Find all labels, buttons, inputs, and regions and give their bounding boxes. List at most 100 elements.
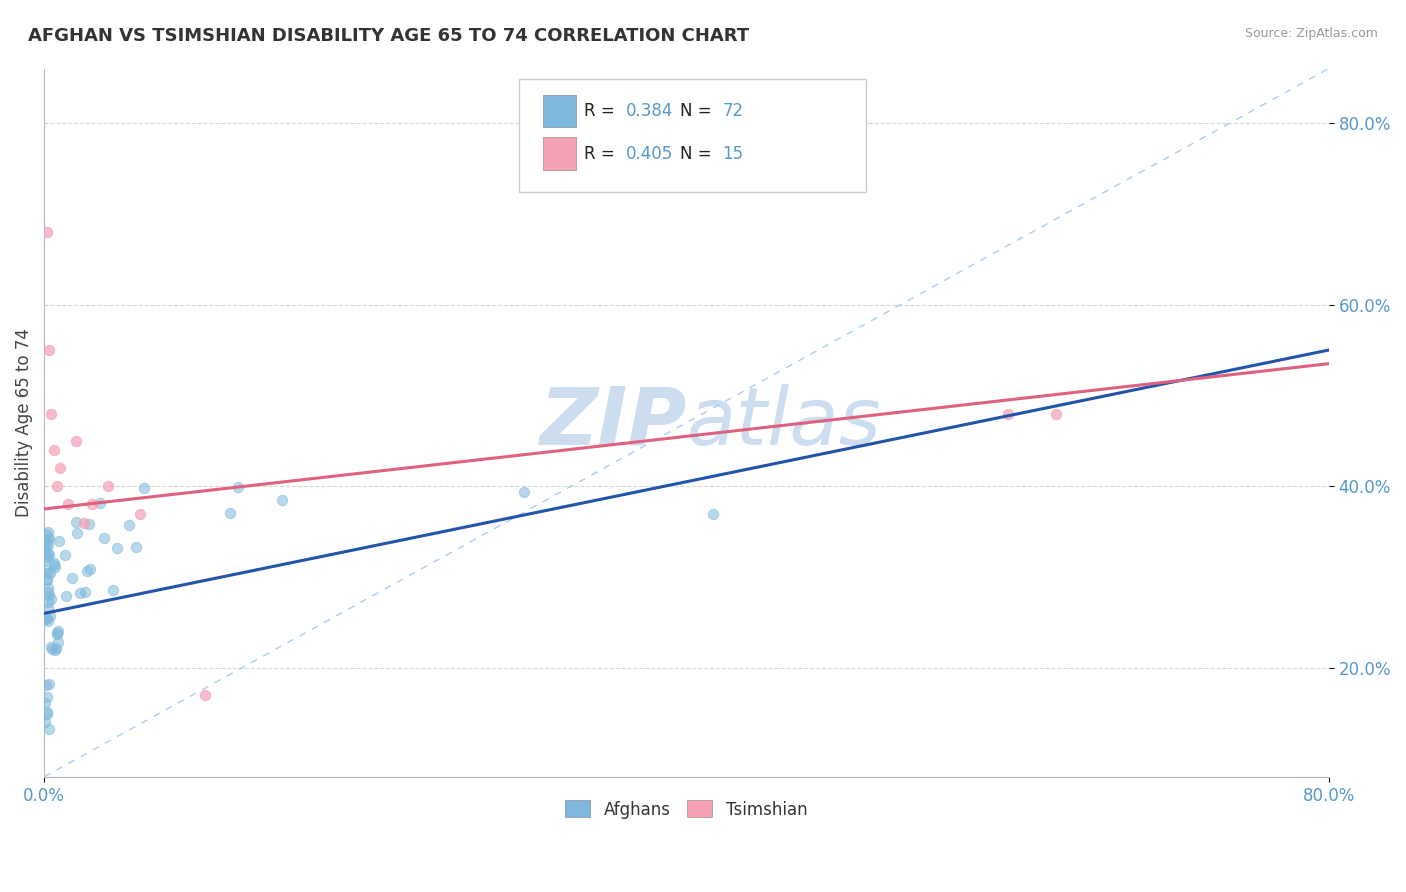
Point: [44, 558, 66, 573]
Point: [37, 525, 59, 540]
Point: [34, 539, 56, 553]
Point: [32, 533, 55, 547]
Point: [35, 563, 58, 577]
Text: 72: 72: [723, 102, 744, 120]
FancyBboxPatch shape: [543, 137, 576, 169]
Point: [35, 535, 58, 549]
Point: [39, 640, 62, 654]
Text: atlas: atlas: [686, 384, 882, 462]
Point: [37, 538, 59, 552]
Text: N =: N =: [681, 145, 717, 162]
Point: [46, 626, 69, 640]
Point: [37, 690, 59, 704]
Point: [37, 532, 59, 546]
Point: [39, 407, 62, 421]
Text: 0.405: 0.405: [626, 145, 673, 162]
Point: [97, 479, 120, 493]
Point: [125, 540, 148, 554]
Point: [105, 541, 128, 555]
Point: [101, 583, 124, 598]
Point: [82, 497, 104, 511]
Point: [226, 480, 249, 494]
Point: [38, 677, 60, 691]
Point: [37, 566, 59, 580]
Point: [37, 545, 59, 559]
Point: [89, 496, 111, 510]
Text: R =: R =: [583, 102, 620, 120]
Point: [37, 585, 59, 599]
Point: [32, 553, 55, 567]
Point: [34, 612, 56, 626]
Y-axis label: Disability Age 65 to 74: Disability Age 65 to 74: [15, 328, 32, 517]
Point: [194, 688, 217, 702]
Point: [37, 225, 59, 239]
Point: [35, 527, 58, 541]
Point: [45, 640, 67, 655]
Point: [34, 678, 56, 692]
Point: [35, 707, 58, 722]
Point: [49, 461, 72, 475]
FancyBboxPatch shape: [543, 95, 576, 128]
Point: [37, 581, 59, 595]
Point: [46, 624, 69, 639]
Point: [1045, 407, 1067, 421]
Point: [79, 517, 101, 532]
FancyBboxPatch shape: [519, 79, 866, 193]
Point: [41, 591, 63, 606]
Point: [46, 635, 69, 649]
Point: [39, 566, 62, 580]
Point: [46, 479, 69, 493]
Point: [34, 715, 56, 730]
Point: [42, 442, 65, 457]
Legend: Afghans, Tsimshian: Afghans, Tsimshian: [558, 794, 814, 825]
Point: [34, 696, 56, 710]
Point: [65, 516, 87, 530]
Point: [44, 560, 66, 574]
Point: [44, 642, 66, 657]
Point: [34, 533, 56, 548]
Point: [997, 407, 1019, 421]
Point: [118, 517, 141, 532]
Point: [38, 608, 60, 623]
Point: [37, 574, 59, 588]
Point: [55, 589, 77, 603]
Point: [79, 561, 101, 575]
Point: [48, 534, 70, 549]
Point: [37, 611, 59, 625]
Point: [42, 556, 65, 570]
Point: [37, 572, 59, 586]
Point: [32, 541, 55, 556]
Point: [219, 506, 242, 520]
Text: 15: 15: [723, 145, 744, 162]
Point: [38, 588, 60, 602]
Point: [38, 548, 60, 562]
Text: N =: N =: [681, 102, 717, 120]
Text: ZIP: ZIP: [538, 384, 686, 462]
Text: AFGHAN VS TSIMSHIAN DISABILITY AGE 65 TO 74 CORRELATION CHART: AFGHAN VS TSIMSHIAN DISABILITY AGE 65 TO…: [28, 27, 749, 45]
Point: [34, 546, 56, 560]
Point: [66, 525, 89, 540]
Point: [38, 532, 60, 546]
Point: [702, 507, 724, 521]
Text: 0.384: 0.384: [626, 102, 673, 120]
Point: [512, 485, 534, 500]
Point: [45, 626, 67, 640]
Point: [37, 614, 59, 628]
Point: [41, 641, 63, 656]
Point: [37, 595, 59, 609]
Point: [69, 586, 91, 600]
Point: [65, 434, 87, 448]
Point: [35, 705, 58, 719]
Point: [53, 549, 76, 563]
Point: [73, 516, 96, 530]
Point: [38, 343, 60, 357]
Point: [60, 571, 83, 585]
Text: Source: ZipAtlas.com: Source: ZipAtlas.com: [1244, 27, 1378, 40]
Point: [132, 481, 155, 495]
Point: [270, 493, 292, 508]
Point: [76, 565, 98, 579]
Point: [58, 497, 80, 511]
Point: [129, 507, 152, 521]
Point: [37, 549, 59, 564]
Point: [38, 723, 60, 737]
